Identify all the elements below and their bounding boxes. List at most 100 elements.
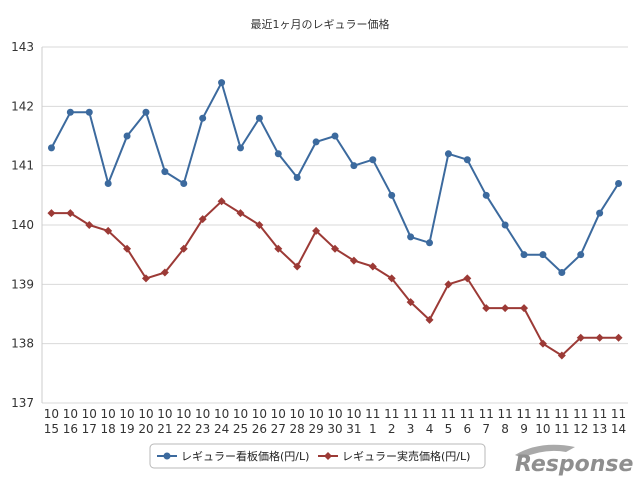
x-tick-day: 6 [464, 422, 472, 436]
data-point-series0[interactable] [407, 233, 415, 241]
legend-marker-1 [324, 452, 332, 460]
x-tick-day: 30 [327, 422, 342, 436]
data-point-series1[interactable] [557, 351, 566, 360]
legend-item-0[interactable]: レギュラー看板価格(円/L) [157, 449, 309, 463]
data-point-series1[interactable] [179, 244, 188, 253]
data-point-series1[interactable] [47, 209, 56, 218]
data-point-series0[interactable] [444, 150, 452, 158]
data-point-series1[interactable] [160, 268, 169, 277]
data-point-series1[interactable] [123, 244, 132, 253]
x-tick-month: 10 [252, 407, 267, 421]
x-tick-month: 10 [101, 407, 116, 421]
data-point-series0[interactable] [501, 221, 509, 229]
data-point-series0[interactable] [199, 114, 207, 122]
x-tick-day: 24 [214, 422, 229, 436]
data-point-series0[interactable] [577, 251, 585, 259]
data-point-series1[interactable] [463, 274, 472, 283]
data-point-series0[interactable] [104, 179, 112, 187]
data-point-series1[interactable] [520, 304, 529, 313]
x-tick-day: 26 [252, 422, 267, 436]
data-point-series0[interactable] [312, 138, 320, 146]
data-point-series1[interactable] [66, 209, 75, 218]
data-point-series1[interactable] [198, 215, 207, 224]
x-tick-day: 5 [445, 422, 453, 436]
data-point-series1[interactable] [576, 333, 585, 342]
data-point-series0[interactable] [85, 108, 93, 116]
data-point-series0[interactable] [123, 132, 131, 140]
data-point-series1[interactable] [614, 333, 623, 342]
data-point-series1[interactable] [274, 244, 283, 253]
data-point-series0[interactable] [596, 209, 604, 217]
x-tick-month: 10 [195, 407, 210, 421]
data-point-series0[interactable] [539, 251, 547, 259]
data-point-series1[interactable] [236, 209, 245, 218]
data-point-series0[interactable] [369, 156, 377, 164]
x-tick-month: 10 [44, 407, 59, 421]
data-point-series1[interactable] [331, 244, 339, 253]
y-tick-label: 138 [11, 337, 34, 351]
data-point-series1[interactable] [141, 274, 150, 283]
x-tick-month: 10 [157, 407, 172, 421]
data-point-series0[interactable] [350, 162, 358, 170]
x-tick-day: 27 [271, 422, 286, 436]
y-tick-label: 137 [11, 396, 34, 410]
x-tick-month: 11 [384, 407, 399, 421]
data-point-series0[interactable] [388, 191, 396, 199]
data-point-series0[interactable] [463, 156, 471, 164]
series-line-1 [51, 200, 619, 357]
data-point-series1[interactable] [482, 304, 491, 313]
data-point-series1[interactable] [217, 197, 226, 206]
x-tick-day: 4 [426, 422, 434, 436]
data-point-series1[interactable] [501, 304, 510, 313]
data-point-series1[interactable] [406, 298, 415, 307]
data-point-series0[interactable] [331, 132, 339, 140]
data-point-series0[interactable] [426, 239, 434, 247]
watermark-swoosh [515, 444, 575, 458]
x-axis-ticks: 1015101610171018101910201021102210231024… [44, 407, 626, 436]
watermark: Response [515, 444, 633, 477]
data-point-series1[interactable] [104, 226, 113, 235]
legend-box [149, 443, 486, 469]
data-point-series1[interactable] [425, 315, 434, 324]
data-point-series1[interactable] [595, 333, 604, 342]
series-group [47, 79, 623, 360]
data-point-series1[interactable] [349, 256, 358, 265]
data-point-series0[interactable] [520, 251, 528, 259]
data-point-series0[interactable] [236, 144, 244, 152]
x-tick-month: 10 [346, 407, 361, 421]
data-point-series1[interactable] [293, 262, 302, 271]
data-point-series0[interactable] [180, 179, 188, 187]
data-point-series1[interactable] [538, 339, 547, 348]
data-point-series1[interactable] [255, 221, 264, 229]
data-point-series0[interactable] [558, 268, 566, 276]
x-tick-day: 25 [233, 422, 248, 436]
data-point-series0[interactable] [274, 150, 282, 158]
legend: レギュラー看板価格(円/L) レギュラー実売価格(円/L) [149, 443, 486, 469]
x-tick-month: 11 [441, 407, 456, 421]
data-point-series1[interactable] [368, 262, 377, 271]
data-point-series0[interactable] [161, 168, 169, 176]
data-point-series1[interactable] [387, 274, 396, 283]
x-tick-month: 11 [516, 407, 531, 421]
x-tick-day: 29 [308, 422, 323, 436]
data-point-series0[interactable] [142, 108, 150, 116]
x-tick-month: 11 [573, 407, 588, 421]
x-tick-month: 10 [233, 407, 248, 421]
x-tick-month: 11 [365, 407, 380, 421]
data-point-series0[interactable] [47, 144, 55, 152]
data-point-series0[interactable] [66, 108, 74, 116]
legend-label-0: レギュラー看板価格(円/L) [181, 449, 309, 463]
data-point-series0[interactable] [615, 179, 623, 187]
data-point-series0[interactable] [482, 191, 490, 199]
data-point-series0[interactable] [255, 114, 263, 122]
data-point-series1[interactable] [312, 226, 321, 235]
x-tick-day: 18 [101, 422, 116, 436]
x-tick-month: 11 [479, 407, 494, 421]
x-tick-day: 20 [138, 422, 153, 436]
legend-item-1[interactable]: レギュラー実売価格(円/L) [318, 449, 470, 463]
data-point-series1[interactable] [444, 280, 453, 289]
data-point-series1[interactable] [85, 221, 94, 229]
x-tick-month: 10 [119, 407, 134, 421]
data-point-series0[interactable] [218, 79, 226, 87]
data-point-series0[interactable] [293, 174, 301, 182]
